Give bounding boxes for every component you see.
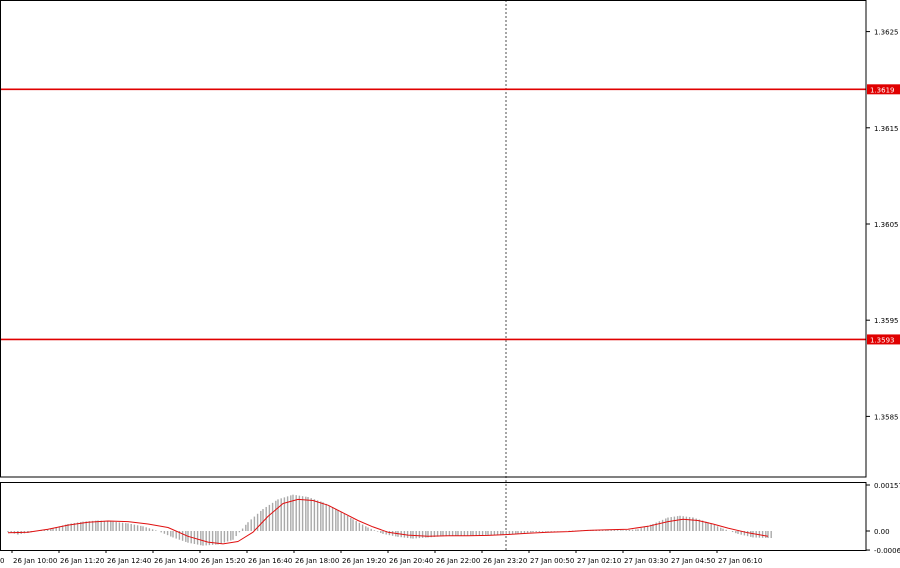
x-axis-tick-label: 27 Jan 03:30 [624, 557, 668, 565]
x-axis-tick-label: 26 Jan 16:40 [248, 557, 292, 565]
y-axis-tick-label: 1.3625 [874, 29, 899, 37]
macd-signal-line [7, 498, 769, 545]
y-axis-tick-label: 1.3595 [874, 317, 899, 325]
x-axis-tick-label: 26 Jan 22:00 [436, 557, 480, 565]
x-axis-tick-label: 27 Jan 04:50 [671, 557, 715, 565]
x-axis-tick-label: 27 Jan 02:10 [577, 557, 621, 565]
price-pane-frame [0, 0, 867, 478]
level-tag-label-1.3593: 1.3593 [870, 336, 895, 344]
level-tag-1.3593 [867, 334, 900, 345]
x-axis-tick-label: 26 Jan 10:00 [13, 557, 57, 565]
x-axis-tick-label: 26 Jan 20:40 [389, 557, 433, 565]
macd-pane [7, 494, 772, 546]
x-axis-tick-label: 26 Jan 11:20 [60, 557, 104, 565]
macd-pane-frame [0, 482, 867, 551]
x-axis-tick-label: 27 Jan 00:50 [530, 557, 574, 565]
x-axis-leading-label: 0 [0, 557, 4, 565]
y-axis-tick-label: 1.3615 [874, 125, 899, 133]
x-axis-tick-label: 27 Jan 06:10 [718, 557, 762, 565]
level-tag-1.3619 [867, 84, 900, 95]
x-axis-tick-label: 26 Jan 12:40 [107, 557, 151, 565]
y-axis-tick-label: 1.3605 [874, 221, 899, 229]
y-axis-tick-label: 1.3585 [874, 413, 899, 421]
x-axis-tick-label: 26 Jan 23:20 [483, 557, 527, 565]
x-axis-tick-label: 26 Jan 19:20 [342, 557, 386, 565]
x-axis-tick-label: 26 Jan 15:20 [201, 557, 245, 565]
x-axis-tick-label: 26 Jan 18:00 [295, 557, 339, 565]
macd-y-axis-tick-label: -0.00065 [874, 547, 900, 555]
x-axis-tick-label: 26 Jan 14:00 [154, 557, 198, 565]
price-pane [0, 0, 866, 550]
macd-y-axis-tick-label: 0.00 [874, 528, 890, 536]
level-tag-label-1.3619: 1.3619 [870, 86, 895, 94]
macd-y-axis-tick-label: 0.00157 [874, 482, 900, 490]
